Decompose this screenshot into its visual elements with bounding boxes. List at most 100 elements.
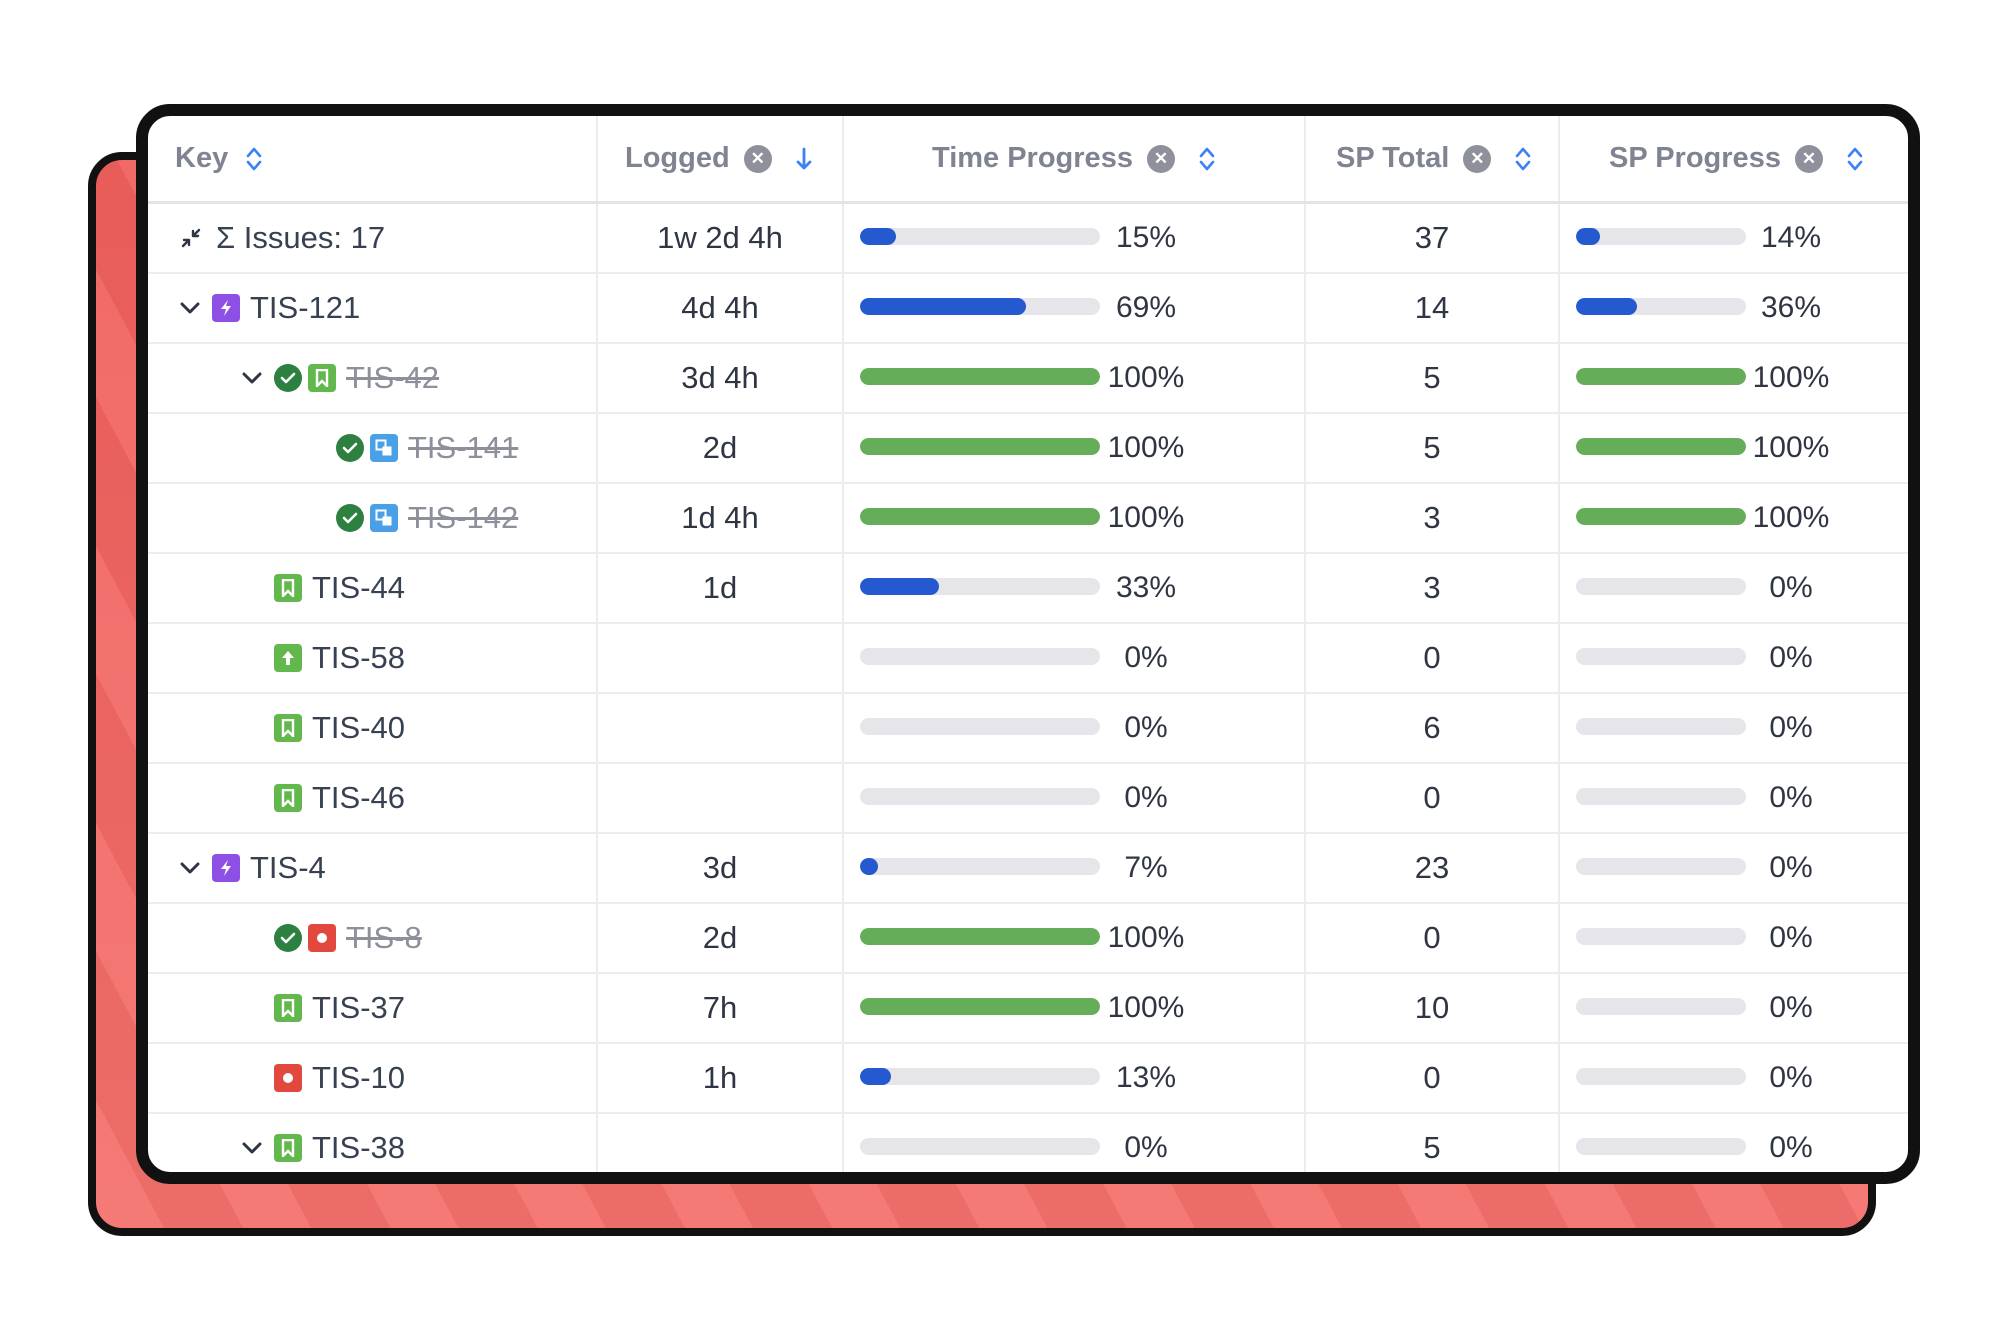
table-header: Key Logged ✕ Time Progress ✕ SP Total ✕ … — [148, 116, 1908, 204]
sort-icon[interactable] — [1847, 145, 1863, 173]
logged-cell: 2d — [598, 904, 844, 972]
sp-total-cell: 0 — [1306, 904, 1560, 972]
table-row[interactable]: TIS-40 0% 6 0% — [148, 694, 1908, 764]
issue-key-link[interactable]: TIS-142 — [408, 500, 519, 535]
sp-progress-bar — [1576, 1068, 1746, 1085]
column-header-sp-progress[interactable]: SP Progress ✕ — [1560, 116, 1908, 201]
time-progress-percent: 100% — [1107, 921, 1185, 954]
story-icon — [274, 574, 302, 602]
sp-progress-percent: 14% — [1760, 221, 1822, 254]
time-progress-percent: 15% — [1115, 221, 1177, 254]
issue-key-link[interactable]: TIS-4 — [250, 850, 326, 885]
table-row[interactable]: TIS-37 7h 100% 10 0% — [148, 974, 1908, 1044]
chevron-down-icon[interactable] — [180, 301, 200, 315]
sort-icon[interactable] — [1199, 145, 1215, 173]
table-row[interactable]: TIS-8 2d 100% 0 0% — [148, 904, 1908, 974]
chevron-down-icon[interactable] — [180, 861, 200, 875]
sp-progress-cell: 0% — [1560, 904, 1908, 972]
table-row[interactable]: TIS-10 1h 13% 0 0% — [148, 1044, 1908, 1114]
table-row[interactable]: TIS-44 1d 33% 3 0% — [148, 554, 1908, 624]
issue-key-link[interactable]: TIS-121 — [250, 290, 361, 325]
time-progress-bar — [860, 578, 1100, 595]
logged-cell — [598, 1114, 844, 1172]
logged-cell: 3d — [598, 834, 844, 902]
issue-key: TIS-141 — [336, 414, 518, 482]
issue-key-link[interactable]: TIS-40 — [312, 710, 406, 745]
logged-cell: 1h — [598, 1044, 844, 1112]
issue-key-link[interactable]: TIS-141 — [408, 430, 519, 465]
issue-key-link[interactable]: TIS-42 — [346, 360, 440, 395]
issue-key: TIS-40 — [274, 694, 405, 762]
sp-total-cell: 5 — [1306, 414, 1560, 482]
key-cell: TIS-37 — [148, 974, 598, 1042]
logged-cell: 1w 2d 4h — [598, 204, 844, 272]
sp-progress-cell: 14% — [1560, 204, 1908, 272]
sort-icon[interactable] — [246, 145, 262, 173]
sp-progress-cell: 36% — [1560, 274, 1908, 342]
table-row[interactable]: TIS-4 3d 7% 23 0% — [148, 834, 1908, 904]
issue-key-link[interactable]: TIS-58 — [312, 640, 406, 675]
remove-column-icon[interactable]: ✕ — [1463, 144, 1492, 173]
issue-key: TIS-46 — [274, 764, 405, 832]
summary-key-cell: Σ Issues: 17 — [148, 204, 598, 272]
sp-progress-cell: 0% — [1560, 974, 1908, 1042]
sp-progress-bar — [1576, 928, 1746, 945]
chevron-down-icon[interactable] — [242, 371, 262, 385]
time-progress-bar — [860, 718, 1100, 735]
issue-key: TIS-4 — [180, 834, 326, 902]
time-progress-percent: 100% — [1107, 431, 1185, 464]
sp-total-cell: 5 — [1306, 344, 1560, 412]
logged-cell: 4d 4h — [598, 274, 844, 342]
table-row[interactable]: TIS-46 0% 0 0% — [148, 764, 1908, 834]
time-progress-percent: 13% — [1115, 1061, 1177, 1094]
sort-descending-icon[interactable] — [796, 145, 812, 173]
sp-progress-percent: 100% — [1752, 431, 1830, 464]
issue-key-link[interactable]: TIS-46 — [312, 780, 406, 815]
table-row[interactable]: TIS-58 0% 0 0% — [148, 624, 1908, 694]
issues-count: Σ Issues: 17 — [216, 220, 386, 255]
column-header-time-progress[interactable]: Time Progress ✕ — [844, 116, 1306, 201]
key-cell: TIS-38 — [148, 1114, 598, 1172]
sp-progress-bar — [1576, 508, 1746, 525]
table-row[interactable]: TIS-141 2d 100% 5 100% — [148, 414, 1908, 484]
issue-key-link[interactable]: TIS-10 — [312, 1060, 406, 1095]
sp-progress-fill — [1576, 508, 1746, 525]
story-icon — [308, 364, 336, 392]
key-cell: TIS-44 — [148, 554, 598, 622]
issue-key-link[interactable]: TIS-37 — [312, 990, 406, 1025]
time-progress-percent: 33% — [1115, 571, 1177, 604]
time-progress-fill — [860, 998, 1100, 1015]
table-row[interactable]: TIS-42 3d 4h 100% 5 100% — [148, 344, 1908, 414]
collapse-all-icon[interactable] — [180, 227, 202, 249]
time-progress-bar — [860, 648, 1100, 665]
remove-column-icon[interactable]: ✕ — [1146, 144, 1175, 173]
time-progress-percent: 100% — [1107, 991, 1185, 1024]
sp-total-cell: 3 — [1306, 554, 1560, 622]
issue-key-link[interactable]: TIS-38 — [312, 1130, 406, 1165]
issues-table-card: Key Logged ✕ Time Progress ✕ SP Total ✕ … — [136, 104, 1920, 1184]
chevron-down-icon[interactable] — [242, 1141, 262, 1155]
remove-column-icon[interactable]: ✕ — [743, 144, 772, 173]
logged-cell: 3d 4h — [598, 344, 844, 412]
sp-progress-bar — [1576, 648, 1746, 665]
issue-key-link[interactable]: TIS-44 — [312, 570, 406, 605]
time-progress-percent: 100% — [1107, 501, 1185, 534]
time-progress-cell: 33% — [844, 554, 1306, 622]
sp-progress-cell: 0% — [1560, 694, 1908, 762]
key-cell: TIS-42 — [148, 344, 598, 412]
table-row[interactable]: TIS-142 1d 4h 100% 3 100% — [148, 484, 1908, 554]
sp-progress-cell: 0% — [1560, 1044, 1908, 1112]
column-header-logged[interactable]: Logged ✕ — [598, 116, 844, 201]
time-progress-percent: 0% — [1124, 1131, 1168, 1164]
column-header-key[interactable]: Key — [148, 116, 598, 201]
summary-key: Σ Issues: 17 — [180, 204, 385, 272]
issue-key-link[interactable]: TIS-8 — [346, 920, 422, 955]
sp-progress-fill — [1576, 438, 1746, 455]
sort-icon[interactable] — [1515, 145, 1531, 173]
column-header-sp-total[interactable]: SP Total ✕ — [1306, 116, 1560, 201]
time-progress-bar — [860, 438, 1100, 455]
table-row[interactable]: TIS-121 4d 4h 69% 14 36% — [148, 274, 1908, 344]
table-row[interactable]: TIS-38 0% 5 0% — [148, 1114, 1908, 1172]
remove-column-icon[interactable]: ✕ — [1794, 144, 1823, 173]
sp-progress-cell: 100% — [1560, 414, 1908, 482]
